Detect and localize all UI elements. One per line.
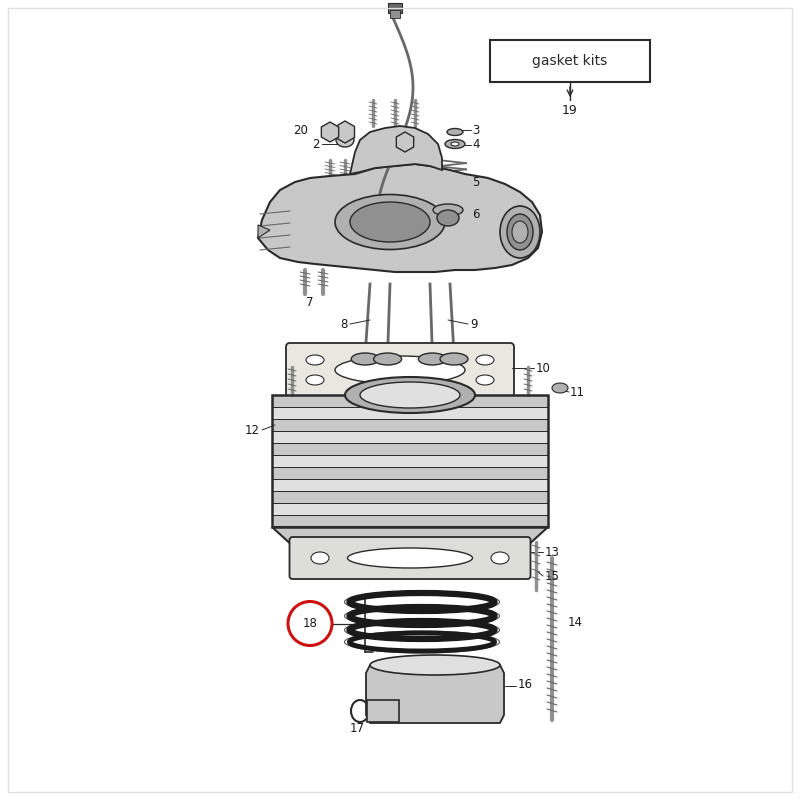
Polygon shape [366, 665, 504, 723]
Text: 20: 20 [293, 123, 308, 137]
Bar [272, 467, 548, 479]
Polygon shape [350, 126, 442, 174]
Ellipse shape [437, 210, 459, 226]
Polygon shape [272, 527, 548, 547]
Ellipse shape [370, 655, 500, 675]
Ellipse shape [447, 129, 463, 135]
Ellipse shape [552, 383, 568, 393]
Text: 1: 1 [418, 135, 426, 149]
Ellipse shape [311, 552, 329, 564]
Text: 2: 2 [313, 138, 320, 150]
Ellipse shape [507, 214, 533, 250]
Bar [272, 395, 548, 407]
FancyBboxPatch shape [290, 537, 530, 579]
Text: 18: 18 [302, 617, 318, 630]
Ellipse shape [335, 356, 465, 384]
Ellipse shape [418, 353, 446, 365]
Ellipse shape [451, 142, 459, 146]
Polygon shape [396, 132, 414, 152]
Text: 7: 7 [306, 295, 314, 309]
Text: 16: 16 [518, 678, 533, 690]
Bar [272, 419, 548, 431]
Polygon shape [258, 164, 542, 272]
Bar [272, 431, 548, 443]
Text: 13: 13 [545, 546, 560, 558]
Ellipse shape [336, 133, 354, 147]
Polygon shape [335, 121, 354, 143]
Ellipse shape [347, 548, 473, 568]
Text: 6: 6 [472, 209, 479, 222]
Text: 15: 15 [545, 570, 560, 582]
Ellipse shape [445, 139, 465, 149]
Text: 5: 5 [472, 175, 479, 189]
Ellipse shape [476, 355, 494, 365]
Ellipse shape [306, 355, 324, 365]
Bar [490, 40, 650, 82]
Ellipse shape [440, 353, 468, 365]
Ellipse shape [512, 221, 528, 243]
Text: 11: 11 [570, 386, 585, 398]
Bar [367, 700, 399, 722]
Ellipse shape [351, 353, 379, 365]
Bar [388, 3, 402, 13]
Bar [390, 10, 400, 18]
Text: 8: 8 [341, 318, 348, 330]
Bar [272, 443, 548, 455]
Text: gasket kits: gasket kits [532, 54, 608, 68]
Ellipse shape [491, 552, 509, 564]
Ellipse shape [374, 353, 402, 365]
Ellipse shape [306, 375, 324, 385]
Bar [272, 479, 548, 491]
Ellipse shape [335, 194, 445, 250]
Bar [272, 515, 548, 527]
Text: 14: 14 [568, 615, 583, 629]
Text: 12: 12 [245, 423, 260, 437]
Ellipse shape [433, 204, 463, 216]
Text: 10: 10 [536, 362, 551, 374]
FancyBboxPatch shape [286, 343, 514, 397]
Ellipse shape [500, 206, 540, 258]
Circle shape [288, 602, 332, 646]
Text: 3: 3 [472, 123, 479, 137]
Bar [272, 455, 548, 467]
Polygon shape [258, 225, 270, 238]
Ellipse shape [476, 375, 494, 385]
Bar [272, 395, 548, 527]
Ellipse shape [360, 382, 460, 408]
Bar [272, 407, 548, 419]
Ellipse shape [345, 377, 475, 413]
Bar [272, 503, 548, 515]
Polygon shape [322, 122, 338, 142]
Text: 9: 9 [470, 318, 478, 330]
Text: 17: 17 [350, 722, 365, 734]
Text: 19: 19 [562, 103, 578, 117]
Ellipse shape [350, 202, 430, 242]
Text: 4: 4 [472, 138, 479, 151]
Bar [272, 491, 548, 503]
